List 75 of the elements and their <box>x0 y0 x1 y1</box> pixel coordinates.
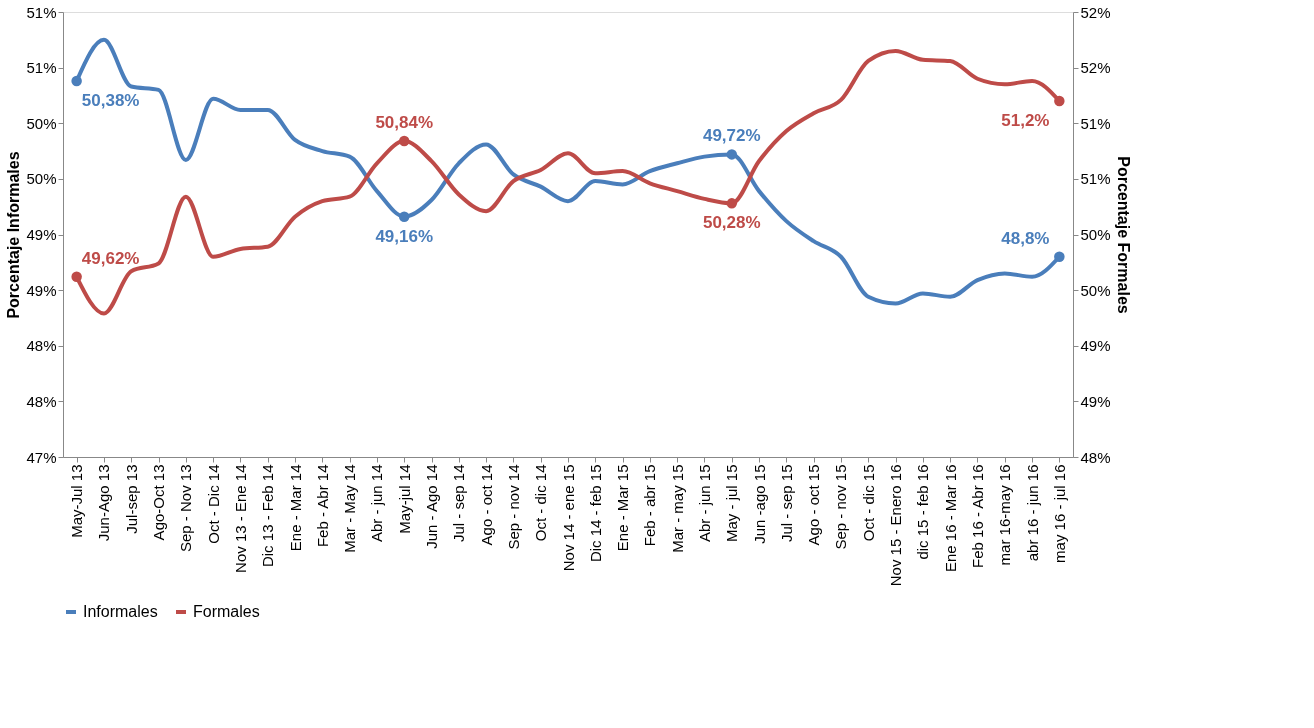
x-tick-label: Jul - sep 14 <box>450 464 468 543</box>
x-tick-label: Ago - oct 15 <box>805 464 823 546</box>
y-tick-label: 51% <box>26 59 57 77</box>
x-tick-label: Feb - abr 15 <box>641 464 659 547</box>
y-tick-label: 51% <box>26 3 57 21</box>
x-tick-label: May-Jul 13 <box>68 464 86 538</box>
x-tick-label: Oct - dic 15 <box>859 464 877 542</box>
y-tick-label: 49% <box>26 226 57 243</box>
y-tick-label: 50% <box>26 114 57 132</box>
x-tick-label: mar 16-may 16 <box>996 464 1014 566</box>
x-tick-label: May - jul 15 <box>723 464 741 543</box>
y2-tick-label: 50% <box>1080 281 1111 299</box>
point <box>1054 95 1065 107</box>
x-tick-label: Jul - sep 15 <box>777 464 795 543</box>
x-tick-label: Jun -ago 15 <box>750 464 768 544</box>
y-tick-label: 48% <box>26 337 57 355</box>
legend-label: Informales <box>83 603 158 620</box>
y-axis-title: Porcentaje Informales <box>5 151 23 319</box>
y-tick-label: 48% <box>26 392 57 410</box>
x-tick-label: Ago-Oct 13 <box>150 464 168 541</box>
x-tick-label: Nov 15 - Enero 16 <box>887 464 905 587</box>
y2-tick-label: 50% <box>1080 226 1111 243</box>
x-tick-label: Ene - Mar 14 <box>286 464 304 552</box>
y-tick-label: 47% <box>26 448 57 466</box>
point <box>398 135 410 147</box>
x-tick-label: Dic 13 - Feb 14 <box>259 464 277 568</box>
x-tick-label: Jul-sep 13 <box>122 464 140 534</box>
point <box>1054 251 1065 262</box>
y-tick-label: 49% <box>26 281 57 299</box>
data-label: 50,84% <box>375 113 434 133</box>
y-tick-label: 50% <box>26 170 57 188</box>
point <box>71 271 82 283</box>
y2-axis-title: Porcentaje Formales <box>1114 156 1132 314</box>
data-label: 51,2% <box>1001 111 1050 130</box>
legend-label: Formales <box>193 603 260 620</box>
y2-tick-label: 51% <box>1080 170 1111 188</box>
x-tick-label: Mar - May 14 <box>341 464 359 553</box>
y2-tick-label: 51% <box>1080 114 1111 132</box>
x-tick-label: Nov 14 - ene 15 <box>559 464 577 572</box>
x-tick-label: Oct - Dic 14 <box>204 464 222 544</box>
x-tick-label: Ago - oct 14 <box>477 464 495 546</box>
data-label: 50,38% <box>81 90 140 110</box>
x-tick-label: Abr - jun 15 <box>695 464 713 543</box>
data-label: 50,28% <box>702 213 761 233</box>
x-tick-label: abr 16 - jun 16 <box>1023 464 1041 562</box>
y2-tick-label: 48% <box>1080 448 1111 466</box>
x-tick-label: Dic 14 - feb 15 <box>586 464 604 563</box>
x-tick-label: Sep - nov 15 <box>832 464 850 550</box>
data-label: 49,62% <box>81 248 140 268</box>
x-tick-label: Sep - nov 14 <box>504 464 522 550</box>
x-tick-label: Nov 13 - Ene 14 <box>231 464 249 573</box>
x-tick-label: Oct - dic 14 <box>532 464 550 542</box>
point <box>726 198 738 209</box>
x-tick-label: Jun - Ago 14 <box>423 464 441 549</box>
x-tick-label: Ene 16 - Mar 16 <box>941 464 959 573</box>
point <box>71 75 82 87</box>
y2-tick-label: 49% <box>1080 392 1111 410</box>
x-tick-label: Mar - may 15 <box>668 464 686 553</box>
x-tick-label: Sep - Nov 13 <box>177 464 195 553</box>
y2-tick-label: 52% <box>1080 3 1111 21</box>
data-label: 48,8% <box>1001 228 1050 248</box>
x-tick-label: May-jul 14 <box>395 464 413 534</box>
x-tick-label: dic 15 - feb 16 <box>914 464 932 560</box>
point <box>726 149 738 160</box>
y2-tick-label: 49% <box>1080 337 1111 355</box>
data-label: 49,72% <box>702 126 761 146</box>
x-tick-label: Feb 16 - Abr 16 <box>968 464 986 568</box>
point <box>398 211 410 222</box>
data-label: 49,16% <box>375 226 434 246</box>
x-tick-label: Ene - Mar 15 <box>614 464 632 552</box>
y2-tick-label: 52% <box>1080 59 1111 77</box>
x-tick-label: Jun-Ago 13 <box>95 464 113 542</box>
x-tick-label: Feb - Abr 14 <box>313 464 331 548</box>
x-tick-label: Abr - jun 14 <box>368 464 386 543</box>
x-tick-label: may 16 - jul 16 <box>1050 464 1068 563</box>
